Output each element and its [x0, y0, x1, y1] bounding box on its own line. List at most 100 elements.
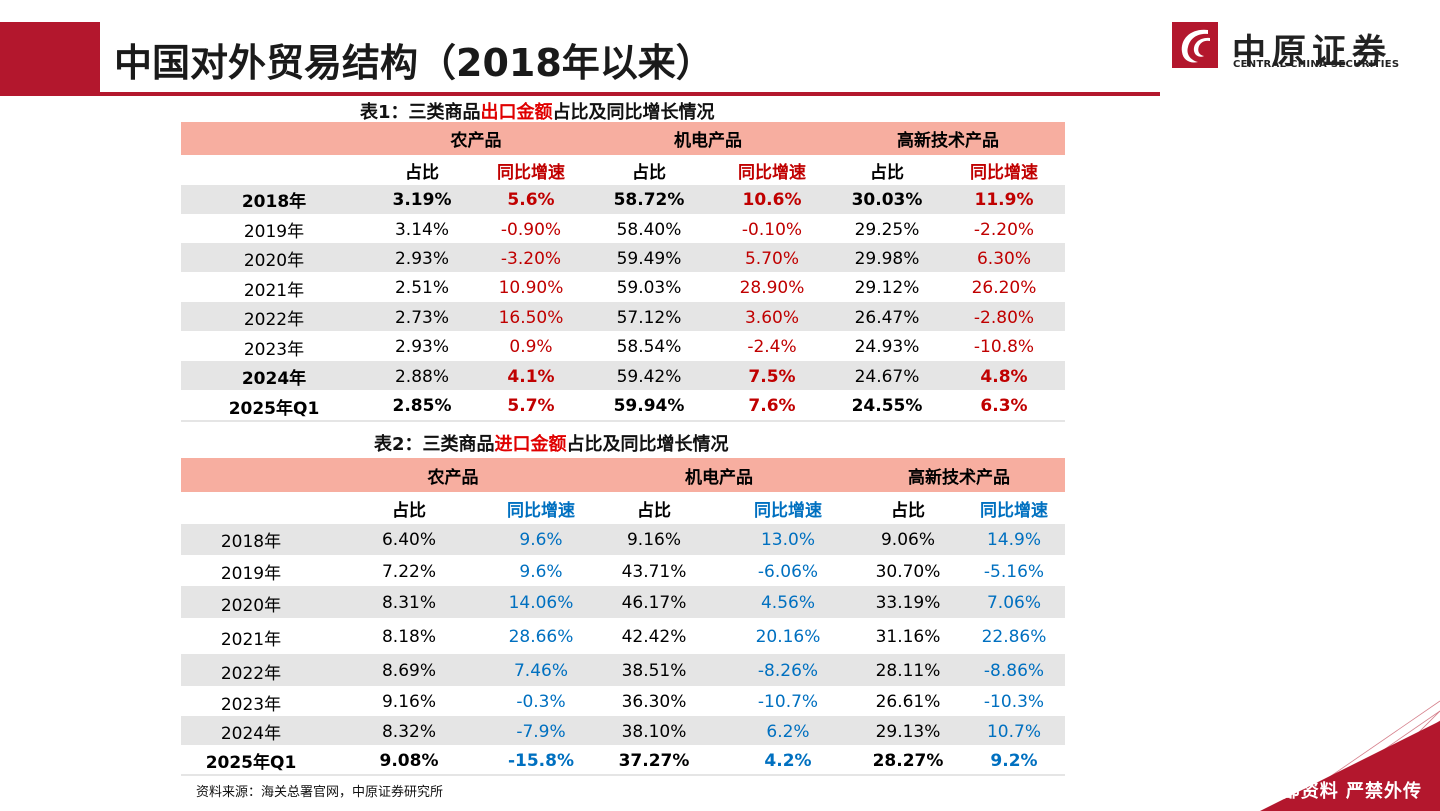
share-cell: 29.25% [831, 215, 943, 245]
year-cell: 2025年Q1 [181, 746, 321, 776]
growth-cell: 4.2% [723, 746, 853, 776]
year-cell: 2021年 [181, 619, 321, 656]
year-cell: 2018年 [181, 185, 367, 216]
share-cell: 2.85% [367, 391, 477, 422]
growth-cell: 6.30% [943, 244, 1065, 274]
year-cell: 2020年 [181, 244, 367, 274]
share-cell: 30.70% [853, 556, 963, 588]
table2-caption: 表2：三类商品进口金额占比及同比增长情况 [374, 430, 729, 456]
growth-cell: -8.26% [723, 655, 853, 688]
year-cell: 2025年Q1 [181, 391, 367, 422]
sub-header-share: 占比 [585, 155, 713, 185]
table-row: 2024年 2.88% 4.1% 59.42% 7.5% 24.67% 4.8% [181, 362, 1065, 392]
growth-cell: 5.7% [477, 391, 585, 422]
title-underline [100, 92, 1160, 96]
growth-cell: -5.16% [963, 556, 1065, 588]
growth-cell: 20.16% [723, 619, 853, 656]
growth-cell: 14.06% [497, 587, 585, 620]
export-table-body: 2018年 3.19% 5.6% 58.72% 10.6% 30.03% 11.9% 2019… [181, 185, 1065, 422]
table2-caption-suffix: 占比及同比增长情况 [566, 434, 729, 455]
growth-cell: -0.90% [477, 215, 585, 245]
growth-cell: 11.9% [943, 185, 1065, 216]
growth-cell: 14.9% [963, 524, 1065, 557]
share-cell: 28.27% [853, 746, 963, 776]
table-row: 2022年 2.73% 16.50% 57.12% 3.60% 26.47% -2.80% [181, 303, 1065, 333]
table-row: 2018年 6.40% 9.6% 9.16% 13.0% 9.06% 14.9% [181, 524, 1065, 557]
share-cell: 26.47% [831, 303, 943, 333]
share-cell: 31.16% [853, 619, 963, 656]
growth-cell: -0.3% [497, 687, 585, 718]
group-header-mech: 机电产品 [585, 458, 853, 492]
share-cell: 8.18% [321, 619, 497, 656]
share-cell: 30.03% [831, 185, 943, 216]
table-row: 2023年 9.16% -0.3% 36.30% -10.7% 26.61% -10.3% [181, 687, 1065, 718]
share-cell: 38.10% [585, 717, 723, 747]
share-cell: 24.93% [831, 332, 943, 363]
share-cell: 59.49% [585, 244, 713, 274]
growth-cell: 4.8% [943, 362, 1065, 392]
growth-cell: 6.3% [943, 391, 1065, 422]
share-cell: 26.61% [853, 687, 963, 718]
growth-cell: -2.20% [943, 215, 1065, 245]
import-table: 农产品 机电产品 高新技术产品 占比 同比增速 占比 同比增速 占比 同比增速 … [181, 458, 1065, 776]
table2-caption-prefix: 表2：三类商品 [374, 434, 495, 455]
share-cell: 29.12% [831, 273, 943, 304]
growth-cell: -10.7% [723, 687, 853, 718]
sub-header-growth: 同比增速 [943, 155, 1065, 185]
year-cell: 2022年 [181, 655, 321, 688]
group-header-agri: 农产品 [367, 122, 585, 155]
growth-cell: -0.10% [713, 215, 831, 245]
share-cell: 58.40% [585, 215, 713, 245]
share-cell: 37.27% [585, 746, 723, 776]
share-cell: 7.22% [321, 556, 497, 588]
share-cell: 8.69% [321, 655, 497, 688]
sub-header-blank [181, 492, 321, 524]
sub-header-growth: 同比增速 [723, 492, 853, 524]
sub-header-share: 占比 [585, 492, 723, 524]
growth-cell: 13.0% [723, 524, 853, 557]
year-cell: 2024年 [181, 717, 321, 747]
group-header-blank [181, 122, 367, 155]
logo-english-name: CENTRAL CHINA SECURITIES [1233, 59, 1400, 70]
table-row: 2020年 8.31% 14.06% 46.17% 4.56% 33.19% 7.06% [181, 587, 1065, 620]
growth-cell: 4.1% [477, 362, 585, 392]
table2-caption-highlight: 进口金额 [494, 434, 567, 455]
internal-use-label: 内部资料 严禁外传 [1262, 781, 1422, 802]
growth-cell: 7.46% [497, 655, 585, 688]
share-cell: 2.51% [367, 273, 477, 304]
growth-cell: 9.2% [963, 746, 1065, 776]
sub-header-share: 占比 [831, 155, 943, 185]
logo-chinese-name: 中原证券 [1232, 32, 1392, 72]
growth-cell: 28.66% [497, 619, 585, 656]
share-cell: 2.93% [367, 332, 477, 363]
share-cell: 46.17% [585, 587, 723, 620]
growth-cell: 10.6% [713, 185, 831, 216]
year-cell: 2019年 [181, 556, 321, 588]
share-cell: 2.88% [367, 362, 477, 392]
share-cell: 57.12% [585, 303, 713, 333]
share-cell: 36.30% [585, 687, 723, 718]
table-row: 2024年 8.32% -7.9% 38.10% 6.2% 29.13% 10.7% [181, 717, 1065, 747]
growth-cell: 7.5% [713, 362, 831, 392]
group-header-blank [181, 458, 321, 492]
sub-header-growth: 同比增速 [477, 155, 585, 185]
growth-cell: -10.8% [943, 332, 1065, 363]
growth-cell: 5.6% [477, 185, 585, 216]
sub-header-row: 占比 同比增速 占比 同比增速 占比 同比增速 [181, 492, 1065, 524]
growth-cell: -10.3% [963, 687, 1065, 718]
growth-cell: -8.86% [963, 655, 1065, 688]
sub-header-row: 占比 同比增速 占比 同比增速 占比 同比增速 [181, 155, 1065, 185]
share-cell: 9.08% [321, 746, 497, 776]
share-cell: 8.32% [321, 717, 497, 747]
sub-header-share: 占比 [321, 492, 497, 524]
share-cell: 29.13% [853, 717, 963, 747]
group-header-agri: 农产品 [321, 458, 585, 492]
company-logo: 中原证券 CENTRAL CHINA SECURITIES [1172, 22, 1412, 72]
group-header-row: 农产品 机电产品 高新技术产品 [181, 122, 1065, 155]
year-cell: 2023年 [181, 687, 321, 718]
corner-decoration [1260, 700, 1440, 811]
share-cell: 2.73% [367, 303, 477, 333]
page-title: 中国对外贸易结构（2018年以来） [114, 41, 714, 85]
share-cell: 24.67% [831, 362, 943, 392]
share-cell: 28.11% [853, 655, 963, 688]
